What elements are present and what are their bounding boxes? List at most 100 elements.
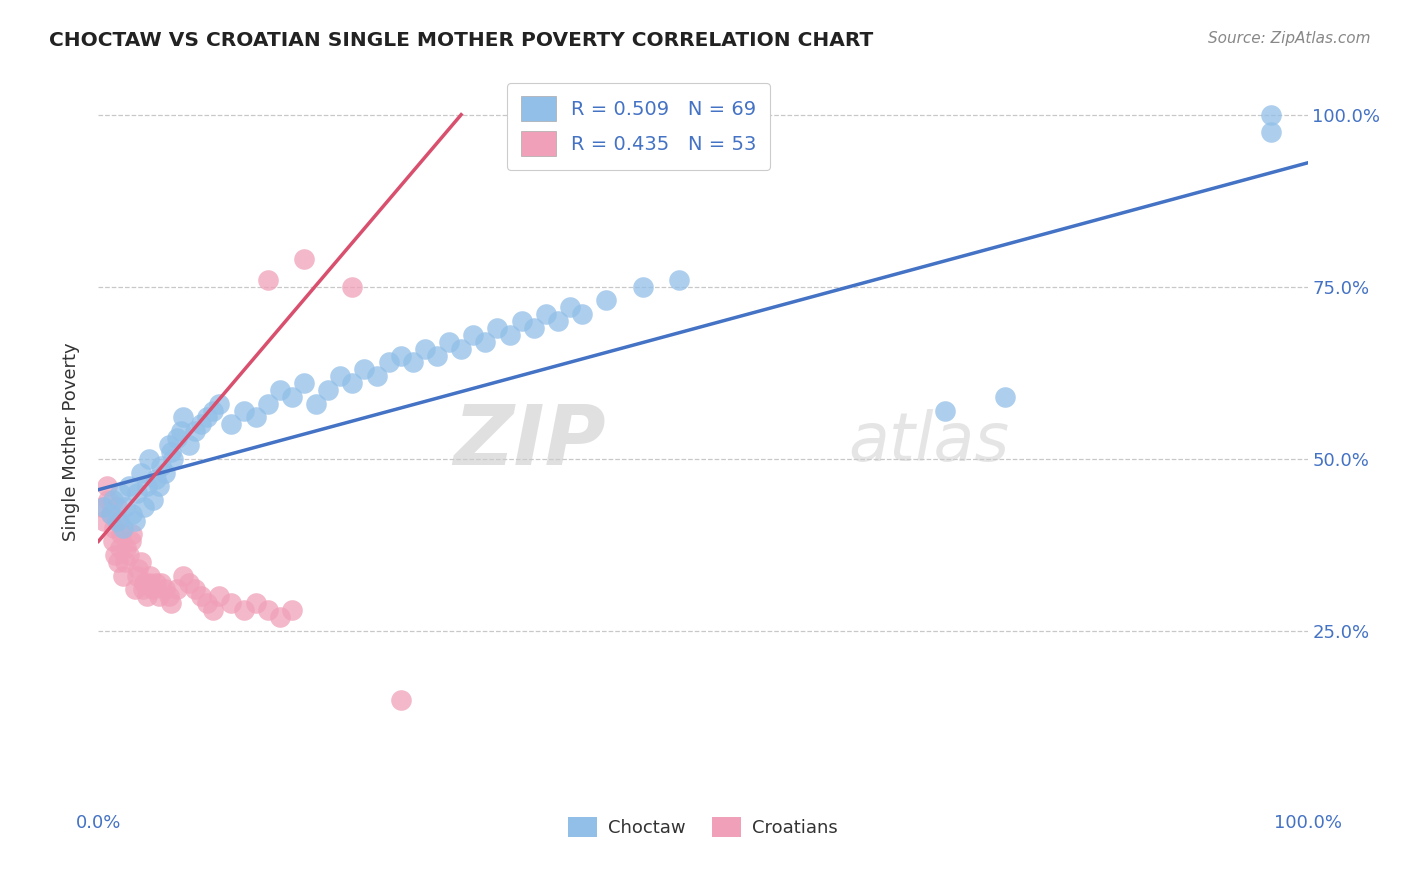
Point: [934, 403, 956, 417]
Point: [135, 590, 157, 604]
Point: [190, 590, 212, 604]
Point: [208, 590, 231, 604]
Point: [281, 603, 304, 617]
Point: [160, 596, 183, 610]
Point: [329, 369, 352, 384]
Point: [523, 321, 546, 335]
Point: [111, 520, 134, 534]
Point: [121, 507, 143, 521]
Point: [292, 252, 315, 267]
Point: [547, 314, 569, 328]
Point: [498, 327, 520, 342]
Point: [120, 534, 142, 549]
Point: [145, 472, 167, 486]
Point: [100, 507, 122, 521]
Point: [221, 417, 243, 432]
Point: [202, 603, 225, 617]
Point: [195, 596, 218, 610]
Point: [305, 397, 328, 411]
Point: [124, 582, 146, 597]
Point: [129, 466, 152, 480]
Point: [232, 603, 254, 617]
Point: [121, 527, 143, 541]
Point: [134, 575, 156, 590]
Point: [127, 562, 149, 576]
Point: [668, 273, 690, 287]
Point: [179, 438, 201, 452]
Point: [426, 349, 449, 363]
Point: [91, 500, 114, 514]
Point: [292, 376, 315, 390]
Point: [389, 349, 412, 363]
Point: [342, 376, 364, 390]
Point: [108, 486, 131, 500]
Point: [134, 500, 156, 514]
Point: [316, 383, 339, 397]
Point: [150, 575, 173, 590]
Point: [256, 397, 278, 411]
Point: [108, 514, 131, 528]
Point: [463, 327, 485, 342]
Point: [138, 451, 160, 466]
Point: [100, 507, 122, 521]
Point: [179, 575, 201, 590]
Point: [377, 355, 399, 369]
Point: [145, 575, 167, 590]
Point: [595, 293, 617, 308]
Point: [148, 590, 170, 604]
Point: [202, 403, 225, 417]
Point: [114, 500, 136, 514]
Text: Source: ZipAtlas.com: Source: ZipAtlas.com: [1208, 31, 1371, 46]
Point: [389, 692, 412, 706]
Point: [115, 541, 138, 556]
Point: [97, 493, 120, 508]
Point: [93, 500, 115, 514]
Y-axis label: Single Mother Poverty: Single Mother Poverty: [62, 343, 80, 541]
Point: [135, 479, 157, 493]
Point: [534, 307, 557, 321]
Point: [402, 355, 425, 369]
Point: [114, 555, 136, 569]
Point: [108, 541, 131, 556]
Point: [256, 273, 278, 287]
Point: [142, 493, 165, 508]
Point: [153, 466, 176, 480]
Point: [1260, 108, 1282, 122]
Point: [124, 514, 146, 528]
Text: CHOCTAW VS CROATIAN SINGLE MOTHER POVERTY CORRELATION CHART: CHOCTAW VS CROATIAN SINGLE MOTHER POVERT…: [49, 31, 873, 50]
Point: [486, 321, 509, 335]
Point: [571, 307, 593, 321]
Point: [366, 369, 388, 384]
Point: [93, 514, 115, 528]
Point: [157, 438, 180, 452]
Point: [232, 403, 254, 417]
Point: [127, 568, 149, 582]
Point: [110, 527, 132, 541]
Point: [138, 575, 160, 590]
Point: [269, 610, 291, 624]
Point: [101, 493, 124, 508]
Point: [127, 486, 149, 500]
Point: [105, 500, 128, 514]
Point: [450, 342, 472, 356]
Point: [195, 410, 218, 425]
Point: [474, 334, 496, 349]
Point: [169, 424, 191, 438]
Point: [245, 596, 267, 610]
Text: ZIP: ZIP: [454, 401, 606, 482]
Point: [190, 417, 212, 432]
Point: [129, 555, 152, 569]
Point: [256, 603, 278, 617]
Point: [281, 390, 304, 404]
Text: atlas: atlas: [848, 409, 1010, 475]
Point: [101, 534, 124, 549]
Point: [148, 479, 170, 493]
Point: [111, 568, 134, 582]
Point: [153, 582, 176, 597]
Point: [631, 279, 654, 293]
Point: [172, 410, 194, 425]
Point: [104, 548, 127, 562]
Point: [342, 279, 364, 293]
Point: [221, 596, 243, 610]
Point: [150, 458, 173, 473]
